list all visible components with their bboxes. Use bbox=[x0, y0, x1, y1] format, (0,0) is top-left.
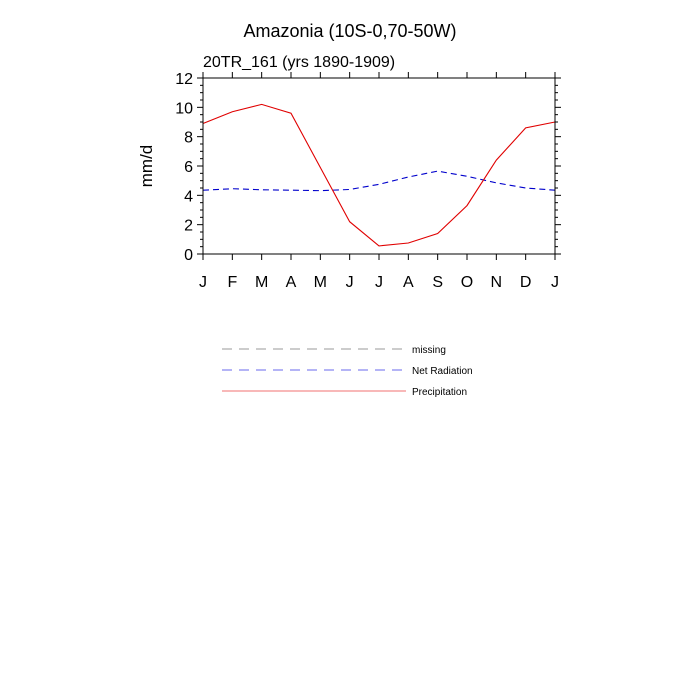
y-tick-label: 6 bbox=[184, 159, 193, 176]
x-tick-label: S bbox=[432, 274, 443, 291]
x-tick-label: A bbox=[403, 274, 414, 291]
chart-title: Amazonia (10S-0,70-50W) bbox=[243, 21, 456, 41]
x-tick-label: A bbox=[286, 274, 297, 291]
series-layer bbox=[202, 103, 556, 247]
legend-label-net-radiation: Net Radiation bbox=[412, 366, 473, 377]
x-tick-label: M bbox=[255, 274, 268, 291]
x-tick-label: O bbox=[461, 274, 473, 291]
x-tick-label: F bbox=[227, 274, 237, 291]
series-line-precipitation bbox=[202, 103, 556, 247]
x-tick-label: J bbox=[375, 274, 383, 291]
y-tick-label: 0 bbox=[184, 247, 193, 264]
x-tick-label: J bbox=[199, 274, 207, 291]
y-tick-label: 12 bbox=[175, 71, 193, 88]
plot-frame bbox=[202, 77, 556, 255]
legend-label-precipitation: Precipitation bbox=[412, 387, 467, 398]
chart-subtitle: 20TR_161 (yrs 1890-1909) bbox=[203, 54, 395, 71]
y-axis-label: mm/d bbox=[137, 145, 156, 188]
series-line-net-radiation bbox=[202, 170, 556, 192]
y-tick-label: 10 bbox=[175, 100, 193, 117]
x-tick-label: N bbox=[491, 274, 503, 291]
x-tick-label: D bbox=[520, 274, 532, 291]
legend: missing Net Radiation Precipitation bbox=[222, 345, 473, 398]
y-tick-label: 4 bbox=[184, 188, 193, 205]
y-tick-label: 2 bbox=[184, 218, 193, 235]
x-tick-label: J bbox=[346, 274, 354, 291]
x-tick-label: J bbox=[551, 274, 559, 291]
y-tick-label: 8 bbox=[184, 130, 193, 147]
x-tick-label: M bbox=[314, 274, 327, 291]
legend-label-missing: missing bbox=[412, 345, 446, 356]
ticks bbox=[197, 72, 561, 260]
